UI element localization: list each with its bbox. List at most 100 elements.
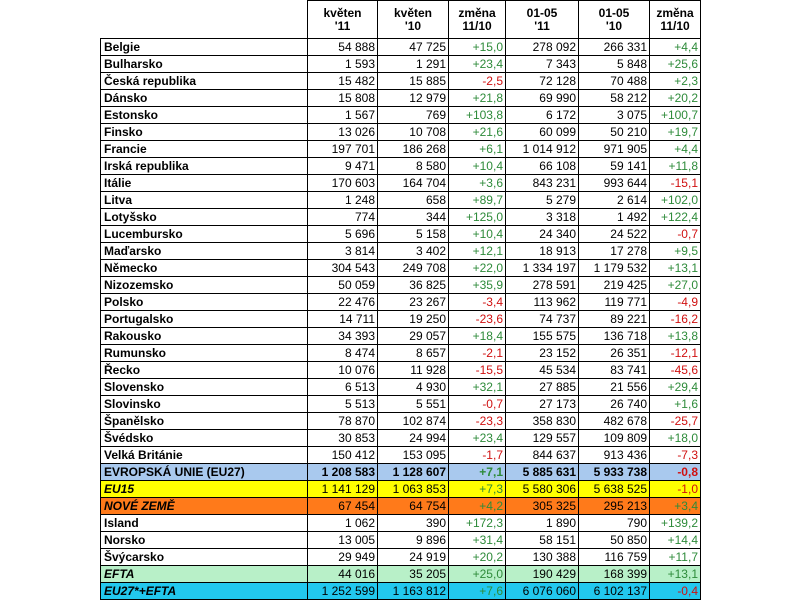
header-ytd-2011: 01-05'11: [505, 0, 579, 39]
change-ytd-cell: -1,0: [649, 480, 701, 498]
ytd-2010-cell: 971 905: [578, 140, 650, 158]
change-ytd-cell: +14,4: [649, 531, 701, 549]
country-cell: Itálie: [100, 174, 308, 192]
may-2010-cell: 153 095: [377, 446, 449, 464]
ytd-2011-cell: 155 575: [505, 327, 579, 345]
may-2010-cell: 1 291: [377, 55, 449, 73]
table-row: NOVÉ ZEMĚ 67 454 64 754 +4,2 305 325 295 213 +…: [100, 497, 701, 515]
change-ytd-cell: +102,0: [649, 191, 701, 209]
table-row: Lucembursko 5 696 5 158 +10,4 24 340 24 522 -0…: [100, 225, 701, 243]
change-may-cell: -3,4: [448, 293, 506, 311]
may-2011-cell: 15 808: [307, 89, 378, 107]
may-2011-cell: 197 701: [307, 140, 378, 158]
may-2011-cell: 15 482: [307, 72, 378, 90]
change-may-cell: +172,3: [448, 514, 506, 532]
may-2011-cell: 1 248: [307, 191, 378, 209]
table-row: Portugalsko 14 711 19 250 -23,6 74 737 89 221…: [100, 310, 701, 328]
table-row: Španělsko 78 870 102 874 -23,3 358 830 482 67…: [100, 412, 701, 430]
change-ytd-cell: +29,4: [649, 378, 701, 396]
table-row: Švýcarsko 29 949 24 919 +20,2 130 388 116 759…: [100, 548, 701, 566]
ytd-2011-cell: 27 885: [505, 378, 579, 396]
change-may-cell: +4,2: [448, 497, 506, 515]
change-ytd-cell: +3,4: [649, 497, 701, 515]
country-cell: Švédsko: [100, 429, 308, 447]
may-2010-cell: 658: [377, 191, 449, 209]
table-body: Belgie 54 888 47 725 +15,0 278 092 266 331 +4,…: [100, 38, 701, 600]
change-ytd-cell: +9,5: [649, 242, 701, 260]
country-cell: Irská republika: [100, 157, 308, 175]
ytd-2011-cell: 18 913: [505, 242, 579, 260]
may-2010-cell: 249 708: [377, 259, 449, 277]
table-row: EFTA 44 016 35 205 +25,0 190 429 168 399 +13,1: [100, 565, 701, 583]
ytd-2010-cell: 119 771: [578, 293, 650, 311]
ytd-2011-cell: 130 388: [505, 548, 579, 566]
table-row: EU15 1 141 129 1 063 853 +7,3 5 580 306 5 638…: [100, 480, 701, 498]
may-2011-cell: 67 454: [307, 497, 378, 515]
table-row: Irská republika 9 471 8 580 +10,4 66 108 59 1…: [100, 157, 701, 175]
country-cell: Česká republika: [100, 72, 308, 90]
change-may-cell: +7,6: [448, 582, 506, 600]
change-may-cell: -2,1: [448, 344, 506, 362]
ytd-2010-cell: 790: [578, 514, 650, 532]
may-2011-cell: 13 026: [307, 123, 378, 141]
table-row: Dánsko 15 808 12 979 +21,8 69 990 58 212 +20,2: [100, 89, 701, 107]
country-cell: Dánsko: [100, 89, 308, 107]
may-2010-cell: 24 919: [377, 548, 449, 566]
ytd-2010-cell: 83 741: [578, 361, 650, 379]
ytd-2011-cell: 58 151: [505, 531, 579, 549]
may-2011-cell: 1 141 129: [307, 480, 378, 498]
ytd-2010-cell: 17 278: [578, 242, 650, 260]
ytd-2010-cell: 21 556: [578, 378, 650, 396]
may-2010-cell: 8 580: [377, 157, 449, 175]
ytd-2011-cell: 278 591: [505, 276, 579, 294]
change-may-cell: +21,8: [448, 89, 506, 107]
may-2010-cell: 24 994: [377, 429, 449, 447]
change-ytd-cell: +11,8: [649, 157, 701, 175]
change-may-cell: +7,1: [448, 463, 506, 481]
may-2010-cell: 12 979: [377, 89, 449, 107]
may-2011-cell: 5 696: [307, 225, 378, 243]
country-cell: Finsko: [100, 123, 308, 141]
change-may-cell: +103,8: [448, 106, 506, 124]
ytd-2011-cell: 358 830: [505, 412, 579, 430]
may-2010-cell: 102 874: [377, 412, 449, 430]
country-cell: Lotyšsko: [100, 208, 308, 226]
country-cell: Slovinsko: [100, 395, 308, 413]
ytd-2010-cell: 2 614: [578, 191, 650, 209]
country-cell: Norsko: [100, 531, 308, 549]
change-may-cell: +18,4: [448, 327, 506, 345]
may-2011-cell: 5 513: [307, 395, 378, 413]
ytd-2011-cell: 27 173: [505, 395, 579, 413]
country-cell: Španělsko: [100, 412, 308, 430]
country-cell: Slovensko: [100, 378, 308, 396]
change-ytd-cell: +4,4: [649, 140, 701, 158]
table-row: Polsko 22 476 23 267 -3,4 113 962 119 771 -4,9: [100, 293, 701, 311]
may-2010-cell: 64 754: [377, 497, 449, 515]
ytd-2010-cell: 136 718: [578, 327, 650, 345]
ytd-2011-cell: 1 334 197: [505, 259, 579, 277]
may-2011-cell: 1 062: [307, 514, 378, 532]
country-cell: Litva: [100, 191, 308, 209]
may-2011-cell: 1 208 583: [307, 463, 378, 481]
change-ytd-cell: +13,1: [649, 259, 701, 277]
table-row: Nizozemsko 50 059 36 825 +35,9 278 591 219 42…: [100, 276, 701, 294]
country-cell: Řecko: [100, 361, 308, 379]
ytd-2010-cell: 266 331: [578, 38, 650, 56]
table-row: Velká Británie 150 412 153 095 -1,7 844 637 9…: [100, 446, 701, 464]
may-2011-cell: 774: [307, 208, 378, 226]
change-ytd-cell: +100,7: [649, 106, 701, 124]
change-ytd-cell: +1,6: [649, 395, 701, 413]
change-may-cell: +20,2: [448, 548, 506, 566]
header-country: [100, 0, 308, 39]
ytd-2011-cell: 60 099: [505, 123, 579, 141]
header-change-ytd: změna 11/10: [649, 0, 701, 39]
ytd-2011-cell: 5 279: [505, 191, 579, 209]
ytd-2011-cell: 1 014 912: [505, 140, 579, 158]
country-cell: Lucembursko: [100, 225, 308, 243]
may-2010-cell: 29 057: [377, 327, 449, 345]
ytd-2010-cell: 70 488: [578, 72, 650, 90]
country-cell: Island: [100, 514, 308, 532]
may-2011-cell: 34 393: [307, 327, 378, 345]
change-ytd-cell: -0,7: [649, 225, 701, 243]
table-row: Rumunsko 8 474 8 657 -2,1 23 152 26 351 -12,1: [100, 344, 701, 362]
